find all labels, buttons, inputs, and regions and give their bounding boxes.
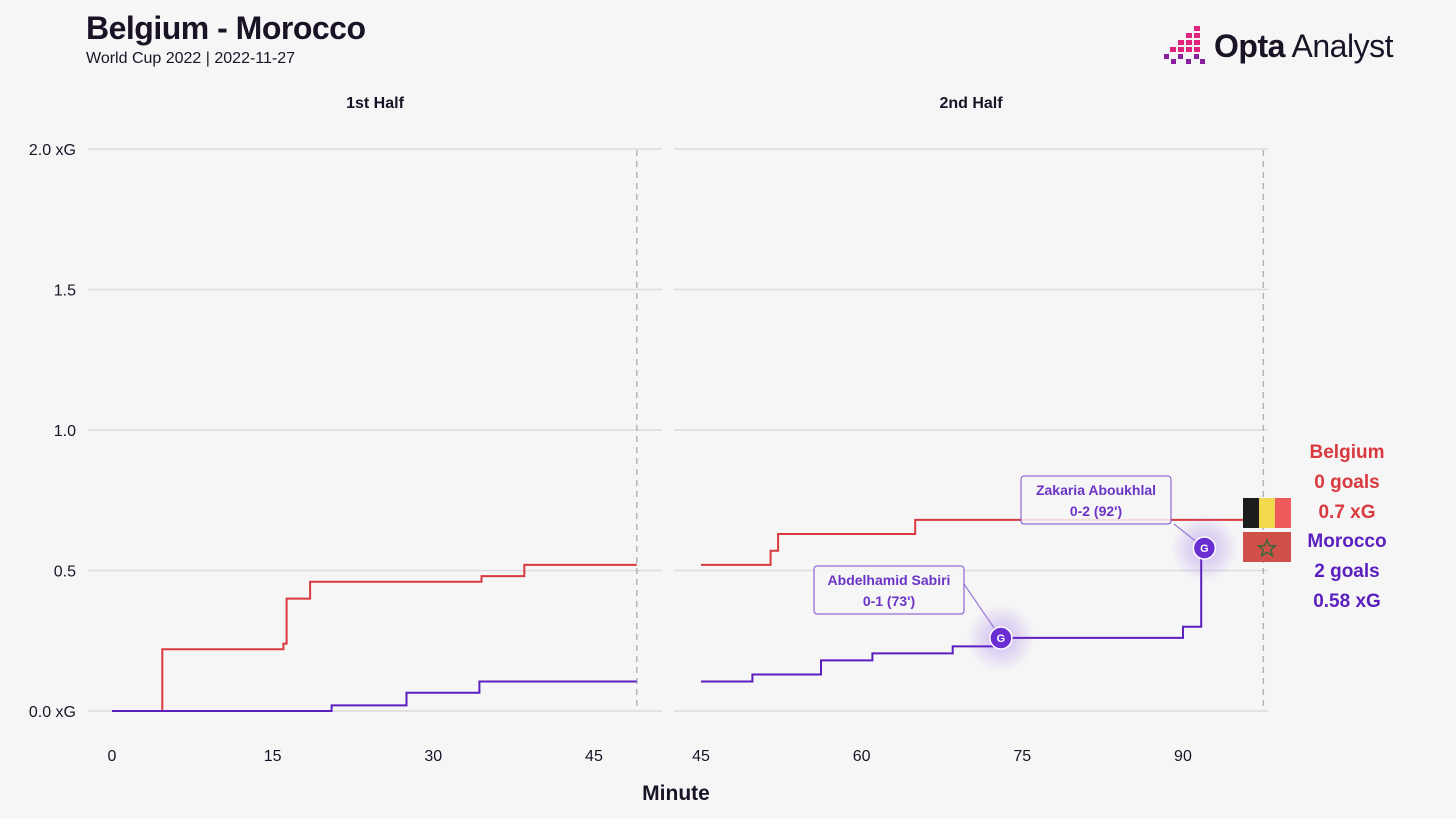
goal-marker-label: G bbox=[997, 633, 1006, 645]
flag-stripe bbox=[1275, 498, 1291, 528]
y-tick-label: 1.5 bbox=[54, 283, 76, 300]
x-tick-label: 15 bbox=[264, 748, 282, 765]
flag-stripe bbox=[1243, 498, 1259, 528]
team-summary-name: Belgium bbox=[1310, 442, 1385, 463]
x-tick-label: 45 bbox=[585, 748, 603, 765]
goal-score-label: 0-2 (92') bbox=[1070, 503, 1122, 519]
series-line-morocco bbox=[112, 680, 637, 712]
flag-field bbox=[1243, 532, 1291, 562]
x-tick-label: 0 bbox=[108, 748, 117, 765]
team-summary-goals: 2 goals bbox=[1314, 561, 1379, 582]
y-tick-label: 0.5 bbox=[54, 564, 76, 581]
team-summary-goals: 0 goals bbox=[1314, 472, 1379, 493]
panel-title: 2nd Half bbox=[939, 95, 1003, 112]
goal-score-label: 0-1 (73') bbox=[863, 593, 915, 609]
y-tick-label: 2.0 xG bbox=[29, 142, 76, 159]
flag-star bbox=[1256, 538, 1278, 558]
flag-stripe bbox=[1259, 498, 1275, 528]
x-tick-label: 60 bbox=[853, 748, 871, 765]
goal-scorer-label: Zakaria Aboukhlal bbox=[1036, 482, 1156, 498]
page-subtitle: World Cup 2022 | 2022-11-27 bbox=[86, 50, 296, 67]
series-line-morocco bbox=[701, 547, 1205, 683]
x-tick-label: 30 bbox=[424, 748, 442, 765]
morocco-flag-icon bbox=[1243, 532, 1291, 562]
y-tick-label: 1.0 bbox=[54, 423, 76, 440]
x-axis-title: Minute bbox=[642, 782, 710, 805]
goal-marker-icon bbox=[989, 626, 1013, 650]
goal-marker-label: G bbox=[1200, 543, 1209, 555]
belgium-flag-icon bbox=[1243, 498, 1291, 528]
page-title: Belgium - Morocco bbox=[86, 10, 366, 46]
team-summary-xg: 0.7 xG bbox=[1318, 502, 1375, 523]
brand-name: Opta Analyst bbox=[1214, 27, 1393, 64]
goal-scorer-label: Abdelhamid Sabiri bbox=[828, 572, 951, 588]
goal-annotation-box bbox=[813, 565, 965, 615]
team-summary-name: Morocco bbox=[1307, 531, 1386, 552]
series-line-belgium bbox=[112, 563, 637, 712]
panel-title: 1st Half bbox=[346, 95, 404, 112]
opta-logo-icon bbox=[1164, 26, 1205, 64]
x-tick-label: 75 bbox=[1013, 748, 1031, 765]
goal-marker-icon bbox=[1192, 536, 1217, 560]
brand-logo: Opta Analyst bbox=[1164, 26, 1393, 66]
team-summary-xg: 0.58 xG bbox=[1313, 591, 1381, 612]
goal-annotation-box bbox=[1020, 475, 1172, 525]
y-tick-label: 0.0 xG bbox=[29, 704, 76, 721]
x-tick-label: 45 bbox=[692, 748, 710, 765]
x-tick-label: 90 bbox=[1174, 748, 1192, 765]
